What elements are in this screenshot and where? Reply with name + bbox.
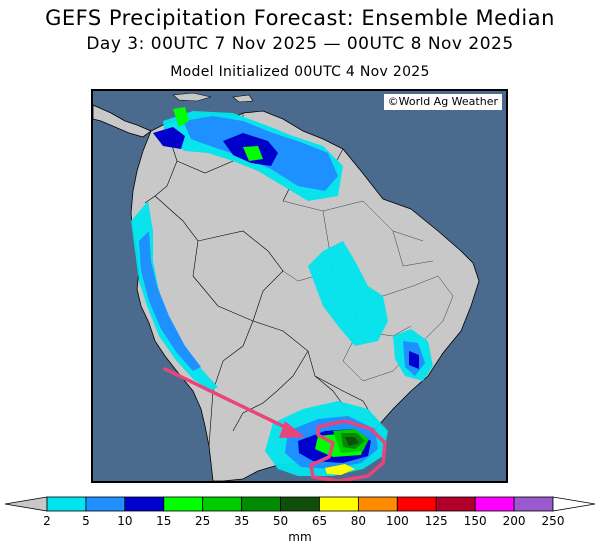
colorbar-bin-5 xyxy=(85,496,126,512)
colorbar-bin-25 xyxy=(202,496,243,512)
colorbar-tick-label: 125 xyxy=(424,514,448,528)
colorbar-under-arrow xyxy=(4,496,48,512)
colorbar-tick-label: 2 xyxy=(43,514,51,528)
colorbar-tick-label: 250 xyxy=(541,514,565,528)
colorbar-tick-label: 80 xyxy=(350,514,367,528)
annotation-arrow xyxy=(163,367,295,433)
colorbar-bin-65 xyxy=(319,496,359,512)
forecast-period: Day 3: 00UTC 7 Nov 2025 — 00UTC 8 Nov 20… xyxy=(86,34,514,54)
colorbar-bin-150 xyxy=(474,496,515,512)
colorbar-bin-10 xyxy=(124,496,165,512)
model-initialized: Model Initialized 00UTC 4 Nov 2025 xyxy=(170,64,430,80)
annotation xyxy=(163,367,387,481)
annotation-outline xyxy=(309,419,387,481)
colorbar-unit: mm xyxy=(288,530,312,544)
colorbar-tick-label: 10 xyxy=(117,514,133,528)
map-graphic xyxy=(93,92,480,481)
colorbar-bin-200 xyxy=(513,496,554,512)
colorbar-over-arrow xyxy=(552,496,596,512)
colorbar-tick-label: 25 xyxy=(195,514,211,528)
precip-25-50mm xyxy=(333,429,369,453)
precip-65-80mm xyxy=(325,464,355,475)
colorbar-bin-35 xyxy=(241,496,281,512)
precipitation-map: ©World Ag Weather xyxy=(91,89,508,483)
caribbean-islands xyxy=(172,92,254,103)
colorbar-tick-label: 50 xyxy=(272,514,289,528)
colorbar-bin-80 xyxy=(357,496,398,512)
colorbar xyxy=(4,496,596,512)
colorbar-tick-label: 200 xyxy=(502,514,526,528)
map-credit: ©World Ag Weather xyxy=(383,94,502,110)
chart-title: GEFS Precipitation Forecast: Ensemble Me… xyxy=(45,6,555,30)
colorbar-bin-100 xyxy=(396,496,437,512)
colorbar-tick-label: 100 xyxy=(385,514,409,528)
colorbar-tick-label: 35 xyxy=(233,514,250,528)
colorbar-tick-label: 15 xyxy=(156,514,172,528)
colorbar-bin-2 xyxy=(46,496,87,512)
colorbar-tick-label: 150 xyxy=(463,514,487,528)
colorbar-tick-label: 5 xyxy=(82,514,90,528)
colorbar-bin-50 xyxy=(280,496,320,512)
central-america-land xyxy=(93,104,152,138)
colorbar-bin-125 xyxy=(435,496,476,512)
colorbar-bin-15 xyxy=(163,496,204,512)
annotation-arrowhead xyxy=(279,421,305,438)
colorbar-tick-label: 65 xyxy=(311,514,328,528)
